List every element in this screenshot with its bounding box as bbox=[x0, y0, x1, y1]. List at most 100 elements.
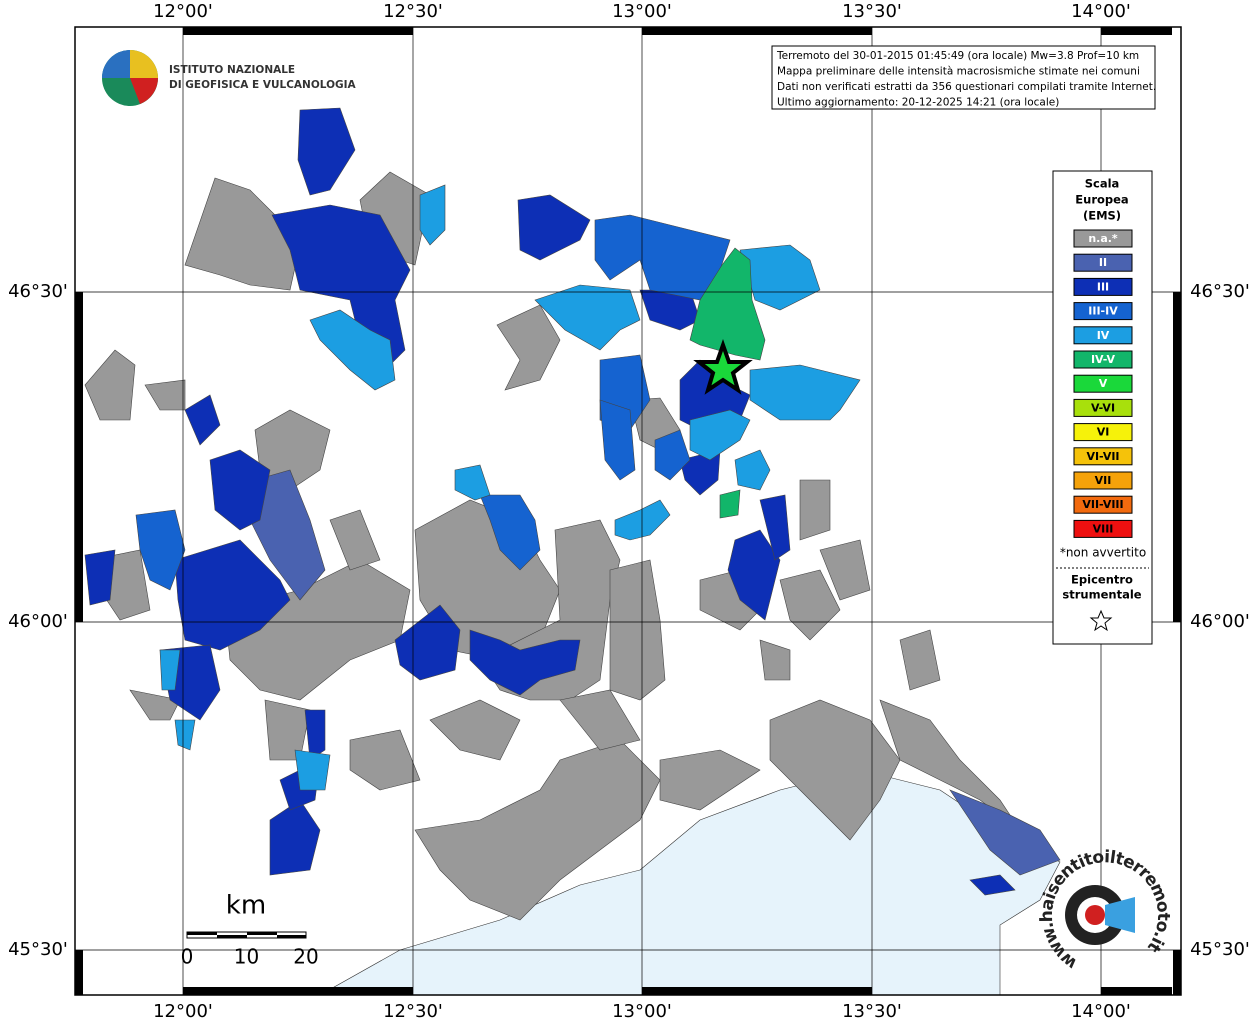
municipality bbox=[479, 494, 541, 571]
municipality bbox=[969, 874, 1016, 896]
municipality bbox=[749, 364, 861, 421]
legend-swatch bbox=[1073, 423, 1133, 442]
legend-note: *non avvertito bbox=[1060, 546, 1146, 560]
municipalities bbox=[84, 107, 1061, 921]
scale-segment bbox=[247, 932, 277, 935]
legend-swatch bbox=[1073, 374, 1133, 393]
municipality bbox=[654, 429, 691, 481]
scale-segment bbox=[277, 935, 306, 938]
legend-label: III bbox=[1097, 280, 1109, 293]
frame-bar bbox=[1101, 987, 1172, 995]
lon-label: 14°00' bbox=[1071, 1001, 1131, 1022]
legend-swatch bbox=[1073, 253, 1133, 272]
lat-label: 46°30' bbox=[8, 281, 68, 302]
municipality bbox=[184, 394, 221, 446]
legend-swatch bbox=[1073, 447, 1133, 466]
scale-unit: km bbox=[226, 891, 266, 921]
legend-swatch bbox=[1073, 519, 1133, 538]
legend-epicenter: strumentale bbox=[1062, 588, 1141, 602]
frame-bar bbox=[75, 950, 83, 995]
lat-label: 45°30' bbox=[8, 939, 68, 960]
watermark-wave bbox=[1105, 897, 1135, 933]
legend-epicenter: Epicentro bbox=[1071, 573, 1133, 587]
scale-segment bbox=[217, 935, 247, 938]
municipality bbox=[174, 539, 291, 651]
municipality bbox=[614, 499, 671, 541]
municipality bbox=[349, 729, 421, 791]
municipality bbox=[304, 709, 326, 761]
lon-label: 13°30' bbox=[842, 1, 902, 22]
legend-title: Europea bbox=[1075, 193, 1128, 207]
lon-label: 12°00' bbox=[153, 1001, 213, 1022]
municipality bbox=[414, 739, 661, 921]
scale-tick-label: 0 bbox=[181, 945, 194, 969]
scale-tick-label: 10 bbox=[234, 945, 259, 969]
frame-bar bbox=[183, 987, 413, 995]
legend-swatch bbox=[1073, 326, 1133, 345]
legend-label: VIII bbox=[1093, 522, 1114, 535]
frame-bar bbox=[1173, 950, 1181, 995]
legend-swatch bbox=[1073, 350, 1133, 369]
municipality bbox=[469, 629, 581, 696]
info-text: Terremoto del 30-01-2015 01:45:49 (ora l… bbox=[776, 50, 1156, 109]
lat-label: 46°30' bbox=[1190, 281, 1250, 302]
lon-label: 12°30' bbox=[383, 1001, 443, 1022]
frame-bar bbox=[642, 987, 872, 995]
legend-swatch bbox=[1073, 277, 1133, 296]
municipality bbox=[129, 689, 181, 721]
watermark-dot bbox=[1085, 905, 1105, 925]
municipality bbox=[294, 749, 331, 791]
scale-tick-label: 20 bbox=[293, 945, 318, 969]
graticule: 12°00' 12°00' 12°30' 12°30' 13°00' 13°00' 13°3… bbox=[8, 1, 1250, 1022]
municipality bbox=[559, 689, 641, 751]
municipality bbox=[84, 349, 136, 421]
lon-label: 14°00' bbox=[1071, 1, 1131, 22]
frame-bar bbox=[183, 27, 413, 35]
frame-ticks bbox=[75, 27, 1181, 995]
lon-label: 12°30' bbox=[383, 1, 443, 22]
municipality bbox=[759, 494, 791, 561]
legend-label: VII bbox=[1095, 474, 1112, 487]
municipality bbox=[719, 489, 741, 519]
legend-label: VI bbox=[1097, 426, 1110, 439]
legend-label: IV bbox=[1097, 329, 1110, 342]
municipality bbox=[769, 699, 901, 841]
municipality bbox=[899, 629, 941, 691]
scale-bar: km 0 10 20 bbox=[181, 891, 319, 969]
municipality bbox=[249, 469, 326, 601]
logo-segment bbox=[130, 50, 158, 78]
info-line: Terremoto del 30-01-2015 01:45:49 (ora l… bbox=[776, 50, 1139, 62]
legend-label: V-VI bbox=[1091, 401, 1115, 414]
logo-segment bbox=[102, 50, 130, 78]
municipality bbox=[135, 509, 186, 591]
municipality bbox=[159, 649, 181, 691]
municipality bbox=[689, 409, 751, 461]
lon-label: 12°00' bbox=[153, 1, 213, 22]
info-line: Dati non verificati estratti da 356 ques… bbox=[777, 81, 1156, 93]
info-line: Ultimo aggiornamento: 20-12-2025 14:21 (… bbox=[777, 97, 1059, 109]
legend-label: VI-VII bbox=[1086, 450, 1119, 463]
municipality bbox=[419, 184, 446, 246]
municipality bbox=[309, 309, 396, 391]
logo-segment bbox=[130, 78, 158, 104]
legend-title: (EMS) bbox=[1083, 209, 1121, 223]
municipality bbox=[84, 549, 116, 606]
municipality bbox=[689, 247, 766, 361]
municipality bbox=[329, 509, 381, 571]
municipality bbox=[819, 539, 871, 601]
municipality bbox=[394, 604, 461, 681]
legend-swatch bbox=[1073, 471, 1133, 490]
municipality bbox=[271, 204, 411, 366]
municipality bbox=[429, 699, 521, 761]
legend-label: VII-VIII bbox=[1082, 498, 1123, 511]
municipality bbox=[734, 449, 771, 491]
legend-swatch bbox=[1073, 302, 1133, 321]
municipality bbox=[517, 194, 591, 261]
legend-swatch bbox=[1073, 495, 1133, 514]
frame-bar bbox=[75, 292, 83, 622]
lon-label: 13°00' bbox=[612, 1, 672, 22]
legend-label: V bbox=[1099, 377, 1108, 390]
lat-label: 45°30' bbox=[1190, 939, 1250, 960]
frame-bar bbox=[1101, 27, 1172, 35]
